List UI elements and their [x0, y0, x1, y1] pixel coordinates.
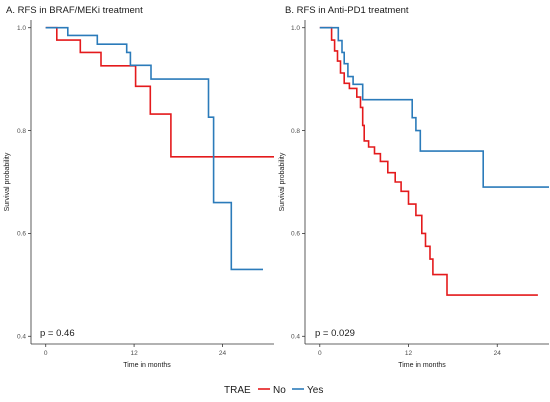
panel-b: B. RFS in Anti-PD1 treatment Time in mon…: [279, 5, 549, 369]
panel-a-p-value: p = 0.46: [40, 328, 75, 339]
panel-a-x-tick-label: 12: [130, 350, 138, 357]
panel-a-curve-no: [45, 26, 274, 158]
legend: TRAE No Yes: [224, 385, 323, 396]
panel-b-x-tick-label: 12: [405, 350, 413, 357]
panel-b-y-tick-label: 0.8: [291, 128, 300, 135]
panel-b-y-tick-label: 0.4: [291, 334, 300, 341]
panel-a: A. RFS in BRAF/MEKi treatment Time in mo…: [4, 5, 274, 369]
panel-a-curves: [45, 26, 274, 271]
panel-b-title: B. RFS in Anti-PD1 treatment: [285, 5, 409, 16]
legend-label-yes: Yes: [307, 385, 323, 396]
panel-a-x-tick-label: 24: [219, 350, 227, 357]
panel-a-y-tick-label: 0.4: [17, 334, 26, 341]
panel-b-p-value: p = 0.029: [315, 328, 355, 339]
panel-a-title: A. RFS in BRAF/MEKi treatment: [6, 5, 143, 16]
panel-a-y-axis-label: Survival probability: [4, 152, 11, 211]
panel-a-y-tick-label: 0.6: [17, 231, 26, 238]
panel-b-curve-yes: [319, 26, 549, 188]
panel-b-curve-no: [319, 26, 538, 296]
panel-b-curves: [319, 26, 549, 296]
panel-b-y-tick-label: 1.0: [291, 25, 300, 32]
panel-a-ticks: 0.4 0.6 0.8 1.0 0 12 24: [17, 20, 274, 357]
panel-b-y-tick-label: 0.6: [291, 231, 300, 238]
panel-b-ticks: 0.4 0.6 0.8 1.0 0 12 24: [291, 20, 549, 357]
panel-a-y-tick-label: 0.8: [17, 128, 26, 135]
legend-label-no: No: [273, 385, 286, 396]
panel-a-y-tick-label: 1.0: [17, 25, 26, 32]
panel-b-x-tick-label: 0: [318, 350, 322, 357]
panel-b-x-tick-label: 24: [494, 350, 502, 357]
panel-a-curve-yes: [45, 26, 263, 271]
panel-b-y-axis-label: Survival probability: [279, 152, 286, 211]
panel-a-x-tick-label: 0: [44, 350, 48, 357]
panel-a-x-axis-label: Time in months: [123, 362, 171, 369]
panel-b-x-axis-label: Time in months: [398, 362, 446, 369]
legend-title: TRAE: [224, 385, 251, 396]
